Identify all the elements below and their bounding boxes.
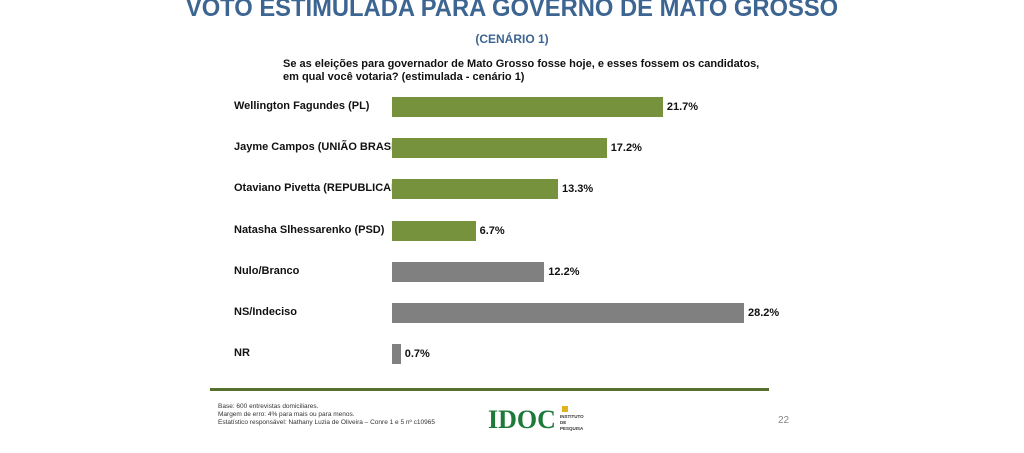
category-label: Nulo/Branco xyxy=(234,264,300,277)
footer-divider xyxy=(210,388,769,391)
bar xyxy=(392,261,545,282)
logo-mark-icon xyxy=(562,406,568,412)
bar xyxy=(392,97,663,117)
category-label: Natasha Slhessarenko (PSD) xyxy=(234,223,385,236)
value-label: 0.7% xyxy=(404,348,430,361)
bar xyxy=(392,179,558,200)
value-label: 6.7% xyxy=(479,224,505,237)
category-label: Jayme Campos (UNIÃO BRASIL) xyxy=(234,141,405,154)
bar xyxy=(392,220,476,241)
logo-subtitle: INSTITUTO DE PESQUISA xyxy=(560,414,584,431)
footer-statistician: Estatístico responsável: Nathany Luzia d… xyxy=(218,419,435,426)
category-label: NS/Indeciso xyxy=(234,306,297,318)
value-label: 12.2% xyxy=(548,265,580,278)
footer-notes: Base: 600 entrevistas domiciliares. Marg… xyxy=(218,403,435,427)
footer-margin: Margem de erro: 4% para mais ou para men… xyxy=(218,411,355,418)
chart-subtitle: (CENÁRIO 1) xyxy=(475,32,549,46)
survey-question: Se as eleições para governador de Mato G… xyxy=(283,58,760,83)
bar xyxy=(392,344,401,365)
bar xyxy=(392,138,607,159)
page-number: 22 xyxy=(778,415,790,426)
value-label: 21.7% xyxy=(666,101,699,113)
bar xyxy=(392,303,744,323)
category-label: Wellington Fagundes (PL) xyxy=(234,100,370,112)
category-label: NR xyxy=(234,347,250,360)
chart-title: VOTO ESTIMULADA PARA GOVERNO DE MATO GRO… xyxy=(185,0,839,22)
value-label: 17.2% xyxy=(610,142,642,155)
idoc-logo: IDOC xyxy=(488,405,556,434)
category-label: Otaviano Pivetta (REPUBLICANOS) xyxy=(234,182,419,195)
value-label: 28.2% xyxy=(748,307,780,319)
value-label: 13.3% xyxy=(562,183,594,196)
footer-base: Base: 600 entrevistas domiciliares. xyxy=(218,403,319,410)
